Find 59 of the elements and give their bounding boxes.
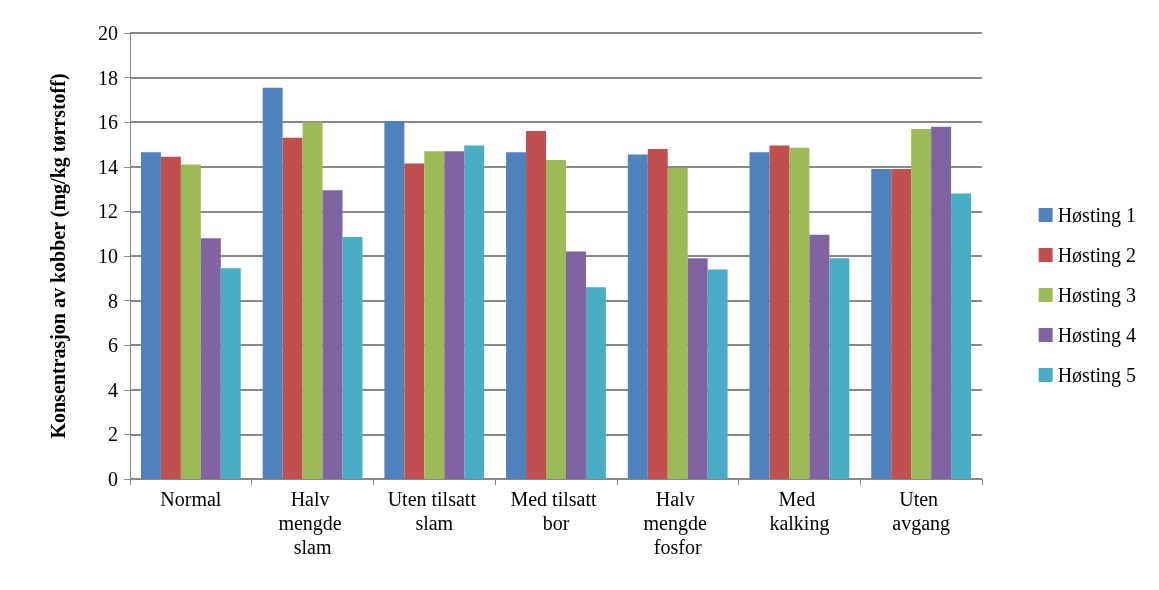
x-tick-label: Uten avgang xyxy=(892,488,951,535)
bar xyxy=(506,152,527,479)
bar xyxy=(951,193,972,479)
bar xyxy=(526,131,547,479)
bar xyxy=(444,151,465,479)
y-tick-label: 6 xyxy=(108,334,118,357)
x-tick-label: Normal xyxy=(160,488,222,510)
bar xyxy=(627,154,648,479)
y-tick-label: 18 xyxy=(98,66,118,89)
bar xyxy=(424,151,445,479)
bar xyxy=(140,152,161,479)
bar xyxy=(282,137,303,479)
bar xyxy=(931,126,952,479)
x-tick-label: Med tilsatt bor xyxy=(510,488,602,534)
bar xyxy=(749,152,770,479)
bar xyxy=(707,269,728,479)
bar xyxy=(464,145,485,479)
y-tick-label: 4 xyxy=(108,378,118,401)
bar xyxy=(585,287,606,479)
bar xyxy=(871,169,892,479)
bar xyxy=(687,258,708,479)
bar xyxy=(911,128,932,479)
bar xyxy=(404,163,425,479)
bar xyxy=(384,121,405,479)
bar xyxy=(342,237,363,479)
y-tick-label: 2 xyxy=(108,423,118,446)
y-tick-label: 20 xyxy=(98,22,118,44)
bar xyxy=(647,148,668,479)
bar xyxy=(565,251,586,479)
legend-label: Høsting 3 xyxy=(1057,284,1136,307)
bar xyxy=(809,234,830,479)
bar xyxy=(322,190,343,479)
bar xyxy=(262,87,283,479)
bar xyxy=(302,122,323,479)
y-tick-label: 10 xyxy=(98,245,118,267)
bar xyxy=(160,156,181,479)
bar xyxy=(200,238,221,479)
bar xyxy=(891,169,912,479)
y-tick-label: 16 xyxy=(98,111,118,134)
y-tick-label: 8 xyxy=(108,289,118,312)
legend-label: Høsting 5 xyxy=(1057,364,1136,387)
y-tick-label: 0 xyxy=(108,468,118,490)
bar xyxy=(220,268,241,479)
bar xyxy=(667,167,688,479)
bar xyxy=(180,164,201,479)
x-tick-label: Uten tilsatt slam xyxy=(387,488,481,534)
x-tick-label: Halv mengde slam xyxy=(278,488,347,558)
y-axis-title: Konsentrasjon av kobber (mg/kg tørrstoff) xyxy=(47,73,70,439)
y-tick-label: 14 xyxy=(98,155,118,178)
legend-label: Høsting 2 xyxy=(1057,244,1136,267)
bar xyxy=(546,160,566,479)
x-tick-label: Halv mengde fosfor xyxy=(643,488,712,558)
y-tick-label: 12 xyxy=(98,200,118,223)
legend-label: Høsting 4 xyxy=(1057,324,1136,347)
bar xyxy=(829,258,850,479)
legend-label: Høsting 1 xyxy=(1057,204,1136,227)
x-tick-label: Med kalking xyxy=(769,488,830,535)
bar xyxy=(789,147,810,479)
bar xyxy=(769,145,790,479)
